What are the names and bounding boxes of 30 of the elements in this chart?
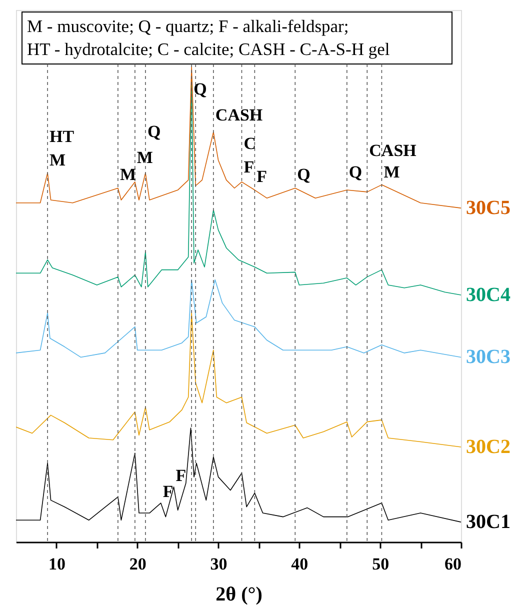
series-label: 30C4 <box>466 284 510 306</box>
series-label: 30C1 <box>466 511 510 534</box>
x-tick-label: 10 <box>48 554 66 574</box>
annotation: F <box>162 482 174 502</box>
annotation: M <box>120 164 136 184</box>
annotation: Q <box>194 79 207 98</box>
annotation: CASH <box>369 141 416 160</box>
annotation: CASH <box>215 105 263 124</box>
series-label: 30C5 <box>466 197 510 220</box>
annotation: F <box>176 466 186 485</box>
annotation: M <box>50 150 66 170</box>
annotation: Q <box>297 164 310 184</box>
annotation: Q <box>348 162 362 182</box>
annotation: F <box>244 158 254 177</box>
x-tick-label: 60 <box>444 554 462 574</box>
annotation: Q <box>147 122 161 141</box>
x-tick-label: 50 <box>372 554 390 574</box>
x-tick-label: 40 <box>291 554 308 574</box>
annotation: M <box>384 162 400 182</box>
series-label: 30C3 <box>466 346 510 368</box>
text: HT - hydrotalcite; C - calcite; CASH - C-A-S-H gel <box>27 39 390 59</box>
annotation: M <box>136 148 153 168</box>
text: M - muscovite; Q - quartz; F - alkali-feldspar; <box>27 16 349 36</box>
x-tick-label: 20 <box>129 554 146 574</box>
annotation: C <box>244 134 256 153</box>
x-axis-title: 2θ (°) <box>216 584 262 606</box>
annotation: F <box>256 167 268 186</box>
series-label: 30C2 <box>466 436 510 458</box>
x-tick-label: 30 <box>210 554 228 574</box>
annotation: HT <box>50 126 75 146</box>
